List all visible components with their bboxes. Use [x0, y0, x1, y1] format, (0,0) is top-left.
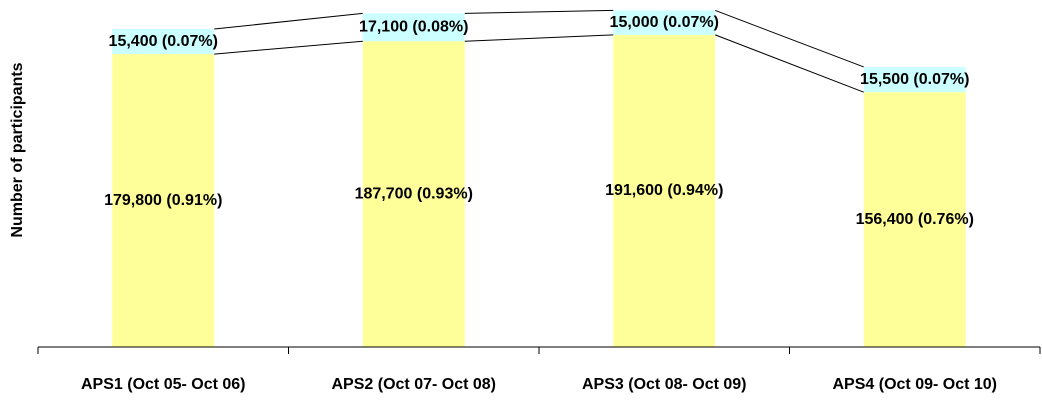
bar-segment [863, 92, 966, 347]
y-axis-label: Number of participants [9, 62, 26, 237]
series-line [464, 34, 614, 42]
x-tick-label: APS1 (Oct 05- Oct 06) [81, 376, 246, 393]
bar-segment [863, 66, 966, 93]
x-tick-label: APS3 (Oct 08- Oct 09) [582, 376, 747, 393]
series-line [715, 9, 864, 68]
bar-segment [613, 10, 716, 35]
data-label: 17,100 (0.08%) [359, 19, 468, 36]
x-tick-label: APS4 (Oct 09- Oct 10) [833, 376, 998, 393]
series-line [464, 9, 614, 14]
data-label: 15,000 (0.07%) [610, 14, 719, 31]
bar-segment [613, 34, 716, 347]
x-tick-label: APS2 (Oct 07- Oct 08) [332, 376, 497, 393]
series-line [214, 12, 363, 30]
series-line [715, 34, 864, 93]
data-label: 15,500 (0.07%) [860, 71, 969, 88]
bar-segment [362, 41, 465, 347]
series-line [214, 40, 363, 55]
bar-segment [362, 13, 465, 42]
data-label: 191,600 (0.94%) [605, 182, 723, 199]
data-label: 187,700 (0.93%) [355, 185, 473, 202]
data-label: 15,400 (0.07%) [109, 33, 218, 50]
bar-segment [112, 54, 215, 347]
bar-segment [112, 28, 215, 55]
data-label: 179,800 (0.91%) [104, 192, 222, 209]
data-label: 156,400 (0.76%) [856, 211, 974, 228]
